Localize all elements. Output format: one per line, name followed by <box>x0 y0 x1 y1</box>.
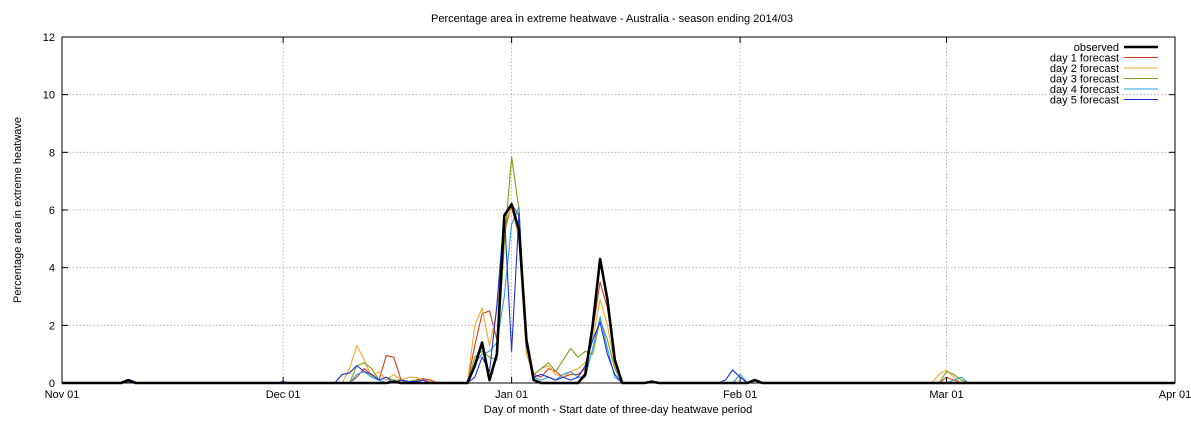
y-tick-label: 4 <box>49 263 55 275</box>
y-tick-label: 8 <box>49 147 55 159</box>
series-line-day-1-forecast <box>62 203 1175 384</box>
series-line-day-2-forecast <box>62 206 1175 384</box>
series-line-day-3-forecast <box>62 156 1175 384</box>
y-tick-label: 12 <box>43 32 55 44</box>
x-tick-label: Mar 01 <box>929 389 963 401</box>
x-tick-label: Apr 01 <box>1159 389 1191 401</box>
axis-ticks: 0 2 4 6 8 10 12 Nov 01 Dec 01 Jan 01 Feb 01 Mar 01 A… <box>43 32 1191 401</box>
legend-label-day-5-forecast: day 5 forecast <box>1050 95 1119 107</box>
legend-label-day-4-forecast: day 4 forecast <box>1050 84 1119 96</box>
x-axis-label: Day of month - Start date of three-day h… <box>484 404 752 416</box>
y-tick-label: 10 <box>43 90 55 102</box>
x-tick-label: Nov 01 <box>45 389 80 401</box>
series-lines <box>62 156 1175 385</box>
series-line-day-5-forecast <box>62 212 1175 384</box>
series-line-observed <box>62 202 1175 385</box>
legend-label-observed: observed <box>1074 42 1119 54</box>
chart-title: Percentage area in extreme heatwave - Au… <box>431 13 793 25</box>
y-tick-label: 0 <box>49 378 55 390</box>
y-tick-label: 6 <box>49 205 55 217</box>
legend-label-day-1-forecast: day 1 forecast <box>1050 53 1119 65</box>
y-tick-label: 2 <box>49 320 55 332</box>
grid-lines <box>62 37 1175 383</box>
legend-label-day-3-forecast: day 3 forecast <box>1050 74 1119 86</box>
x-tick-label: Dec 01 <box>266 389 301 401</box>
y-axis-label: Percentage area in extreme heatwave <box>12 117 24 303</box>
x-tick-label: Jan 01 <box>495 389 528 401</box>
x-tick-label: Feb 01 <box>723 389 757 401</box>
legend-label-day-2-forecast: day 2 forecast <box>1050 63 1119 75</box>
series-line-day-4-forecast <box>62 206 1175 384</box>
